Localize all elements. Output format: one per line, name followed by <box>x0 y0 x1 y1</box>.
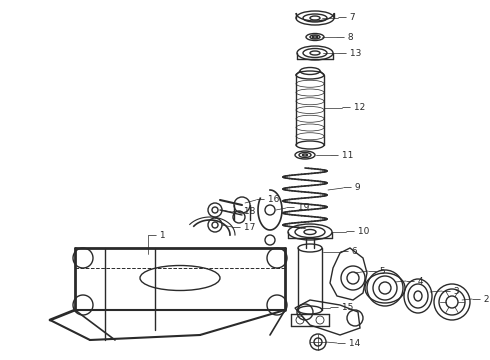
Text: — 11: — 11 <box>330 150 353 159</box>
Text: — 19: — 19 <box>286 203 309 212</box>
Text: — 7: — 7 <box>338 13 356 22</box>
Text: — 2: — 2 <box>472 294 490 303</box>
Text: — 3: — 3 <box>442 287 460 296</box>
Text: — 10: — 10 <box>346 228 369 237</box>
Text: — 5: — 5 <box>368 266 386 275</box>
Text: — 18: — 18 <box>232 207 255 216</box>
Text: — 15: — 15 <box>330 303 353 312</box>
Text: — 13: — 13 <box>338 49 362 58</box>
Text: — 4: — 4 <box>406 276 423 285</box>
Text: — 17: — 17 <box>232 222 255 231</box>
Text: — 1: — 1 <box>148 230 166 239</box>
Text: — 9: — 9 <box>343 184 361 193</box>
Text: — 12: — 12 <box>342 104 365 112</box>
Text: — 8: — 8 <box>336 32 354 41</box>
Text: — 6: — 6 <box>340 248 358 256</box>
Text: — 16: — 16 <box>256 195 279 204</box>
Text: — 14: — 14 <box>337 338 360 347</box>
